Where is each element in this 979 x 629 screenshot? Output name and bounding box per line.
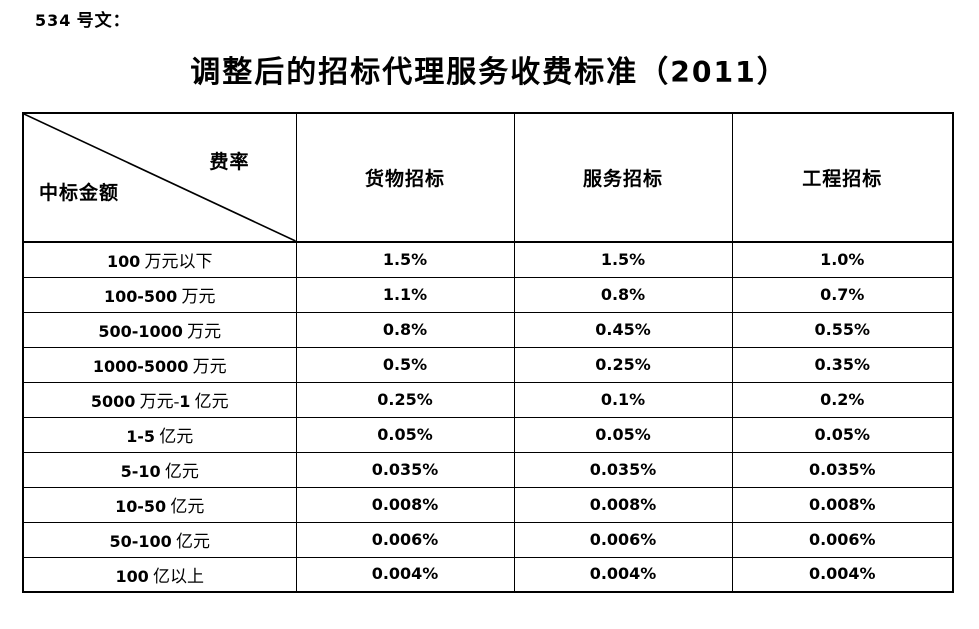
column-header-goods-bidding: 货物招标 bbox=[295, 112, 515, 243]
rate-cell: 0.25% bbox=[513, 346, 733, 383]
amount-range-cell: 100 万元以下 bbox=[22, 241, 297, 278]
rate-cell: 1.1% bbox=[295, 276, 515, 313]
table-row: 100 万元以下 1.5% 1.5% 1.0% bbox=[22, 241, 954, 278]
amount-range-cell: 100 亿以上 bbox=[22, 556, 297, 593]
table-row: 100-500 万元 1.1% 0.8% 0.7% bbox=[22, 276, 954, 313]
rate-cell: 0.8% bbox=[295, 311, 515, 348]
rate-cell: 0.05% bbox=[295, 416, 515, 453]
rate-cell: 0.006% bbox=[513, 521, 733, 558]
fee-rate-table: 费率 中标金额 货物招标 服务招标 工程招标 100 万元以下 1.5% 1.5… bbox=[22, 112, 954, 593]
rate-cell: 0.2% bbox=[731, 381, 954, 418]
rate-cell: 0.008% bbox=[295, 486, 515, 523]
table-row: 50-100 亿元 0.006% 0.006% 0.006% bbox=[22, 521, 954, 558]
table-header-row: 费率 中标金额 货物招标 服务招标 工程招标 bbox=[22, 112, 954, 243]
table-row: 5000 万元-1 亿元 0.25% 0.1% 0.2% bbox=[22, 381, 954, 418]
amount-range-cell: 50-100 亿元 bbox=[22, 521, 297, 558]
rate-cell: 0.55% bbox=[731, 311, 954, 348]
rate-cell: 1.5% bbox=[295, 241, 515, 278]
column-header-engineering-bidding: 工程招标 bbox=[731, 112, 954, 243]
corner-label-rate: 费率 bbox=[209, 152, 250, 173]
rate-cell: 0.008% bbox=[731, 486, 954, 523]
rate-cell: 0.035% bbox=[513, 451, 733, 488]
rate-cell: 0.008% bbox=[513, 486, 733, 523]
rate-cell: 0.1% bbox=[513, 381, 733, 418]
column-header-service-bidding: 服务招标 bbox=[513, 112, 733, 243]
rate-cell: 0.05% bbox=[513, 416, 733, 453]
rate-cell: 0.035% bbox=[731, 451, 954, 488]
page-title: 调整后的招标代理服务收费标准（2011） bbox=[190, 56, 789, 89]
amount-range-cell: 1-5 亿元 bbox=[22, 416, 297, 453]
doc-ref-number: 534 号文： bbox=[35, 11, 131, 30]
amount-range-cell: 10-50 亿元 bbox=[22, 486, 297, 523]
rate-cell: 0.45% bbox=[513, 311, 733, 348]
rate-cell: 0.004% bbox=[295, 556, 515, 593]
rate-cell: 0.05% bbox=[731, 416, 954, 453]
rate-cell: 0.006% bbox=[731, 521, 954, 558]
rate-cell: 0.035% bbox=[295, 451, 515, 488]
table-row: 100 亿以上 0.004% 0.004% 0.004% bbox=[22, 556, 954, 593]
table-row: 1-5 亿元 0.05% 0.05% 0.05% bbox=[22, 416, 954, 453]
amount-range-cell: 5000 万元-1 亿元 bbox=[22, 381, 297, 418]
amount-range-cell: 5-10 亿元 bbox=[22, 451, 297, 488]
corner-header-cell: 费率 中标金额 bbox=[22, 112, 297, 243]
rate-cell: 1.0% bbox=[731, 241, 954, 278]
rate-cell: 0.8% bbox=[513, 276, 733, 313]
table-row: 5-10 亿元 0.035% 0.035% 0.035% bbox=[22, 451, 954, 488]
rate-cell: 0.006% bbox=[295, 521, 515, 558]
diagonal-divider-line bbox=[24, 114, 296, 241]
rate-cell: 0.004% bbox=[513, 556, 733, 593]
amount-range-cell: 100-500 万元 bbox=[22, 276, 297, 313]
rate-cell: 0.35% bbox=[731, 346, 954, 383]
rate-cell: 0.004% bbox=[731, 556, 954, 593]
table-row: 10-50 亿元 0.008% 0.008% 0.008% bbox=[22, 486, 954, 523]
amount-range-cell: 1000-5000 万元 bbox=[22, 346, 297, 383]
table-row: 1000-5000 万元 0.5% 0.25% 0.35% bbox=[22, 346, 954, 383]
amount-range-cell: 500-1000 万元 bbox=[22, 311, 297, 348]
rate-cell: 0.7% bbox=[731, 276, 954, 313]
table-row: 500-1000 万元 0.8% 0.45% 0.55% bbox=[22, 311, 954, 348]
rate-cell: 0.25% bbox=[295, 381, 515, 418]
rate-cell: 1.5% bbox=[513, 241, 733, 278]
corner-label-amount: 中标金额 bbox=[39, 183, 120, 204]
rate-cell: 0.5% bbox=[295, 346, 515, 383]
